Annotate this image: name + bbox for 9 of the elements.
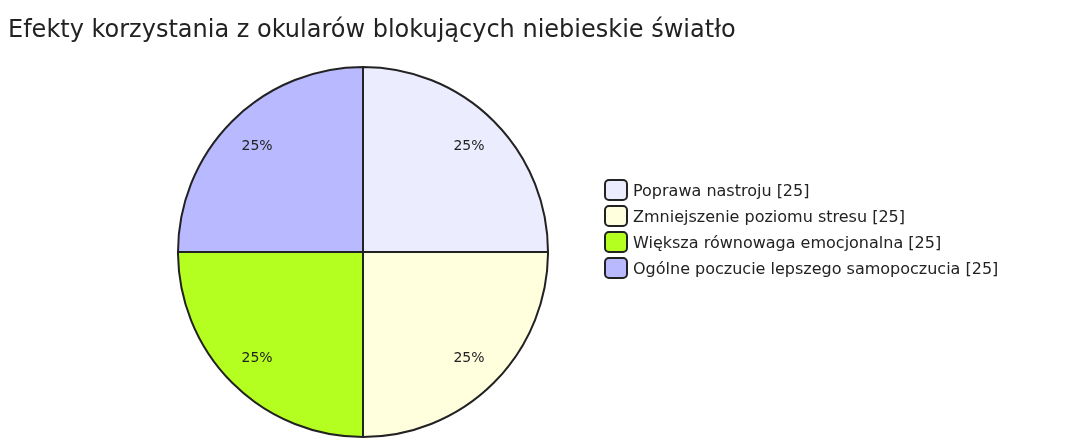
chart-title: Efekty korzystania z okularów blokujących niebieskie światło [8, 15, 736, 43]
data-label: 25% [241, 348, 273, 365]
legend-label: Poprawa nastroju [25] [633, 180, 810, 200]
data-label: 25% [241, 137, 273, 154]
legend-label: Większa równowaga emocjonalna [25] [633, 232, 942, 252]
data-label: 25% [453, 137, 485, 154]
data-label: 25% [453, 348, 485, 365]
legend-label: Ogólne poczucie lepszego samopoczucia [25] [633, 258, 999, 278]
legend-label: Zmniejszenie poziomu stresu [25] [633, 206, 905, 226]
